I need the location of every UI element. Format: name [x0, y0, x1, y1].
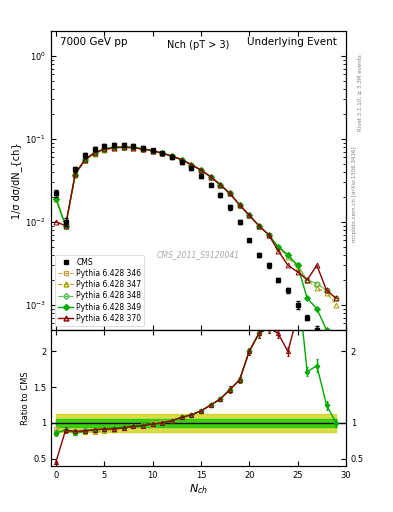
Text: Nch (pT > 3): Nch (pT > 3) [167, 40, 230, 50]
Text: CMS_2011_S9120041: CMS_2011_S9120041 [157, 250, 240, 260]
Y-axis label: Ratio to CMS: Ratio to CMS [21, 371, 30, 425]
Legend: CMS, Pythia 6.428 346, Pythia 6.428 347, Pythia 6.428 348, Pythia 6.428 349, Pyt: CMS, Pythia 6.428 346, Pythia 6.428 347,… [55, 254, 145, 326]
Text: Underlying Event: Underlying Event [247, 37, 337, 47]
Text: mcplots.cern.ch [arXiv:1306.3436]: mcplots.cern.ch [arXiv:1306.3436] [352, 147, 357, 242]
Y-axis label: 1/σ dσ/dN_{ch}: 1/σ dσ/dN_{ch} [11, 142, 22, 219]
X-axis label: $N_{ch}$: $N_{ch}$ [189, 482, 208, 496]
Text: Rivet 3.1.10, ≥ 3.3M events: Rivet 3.1.10, ≥ 3.3M events [358, 54, 363, 131]
Text: 7000 GeV pp: 7000 GeV pp [60, 37, 127, 47]
